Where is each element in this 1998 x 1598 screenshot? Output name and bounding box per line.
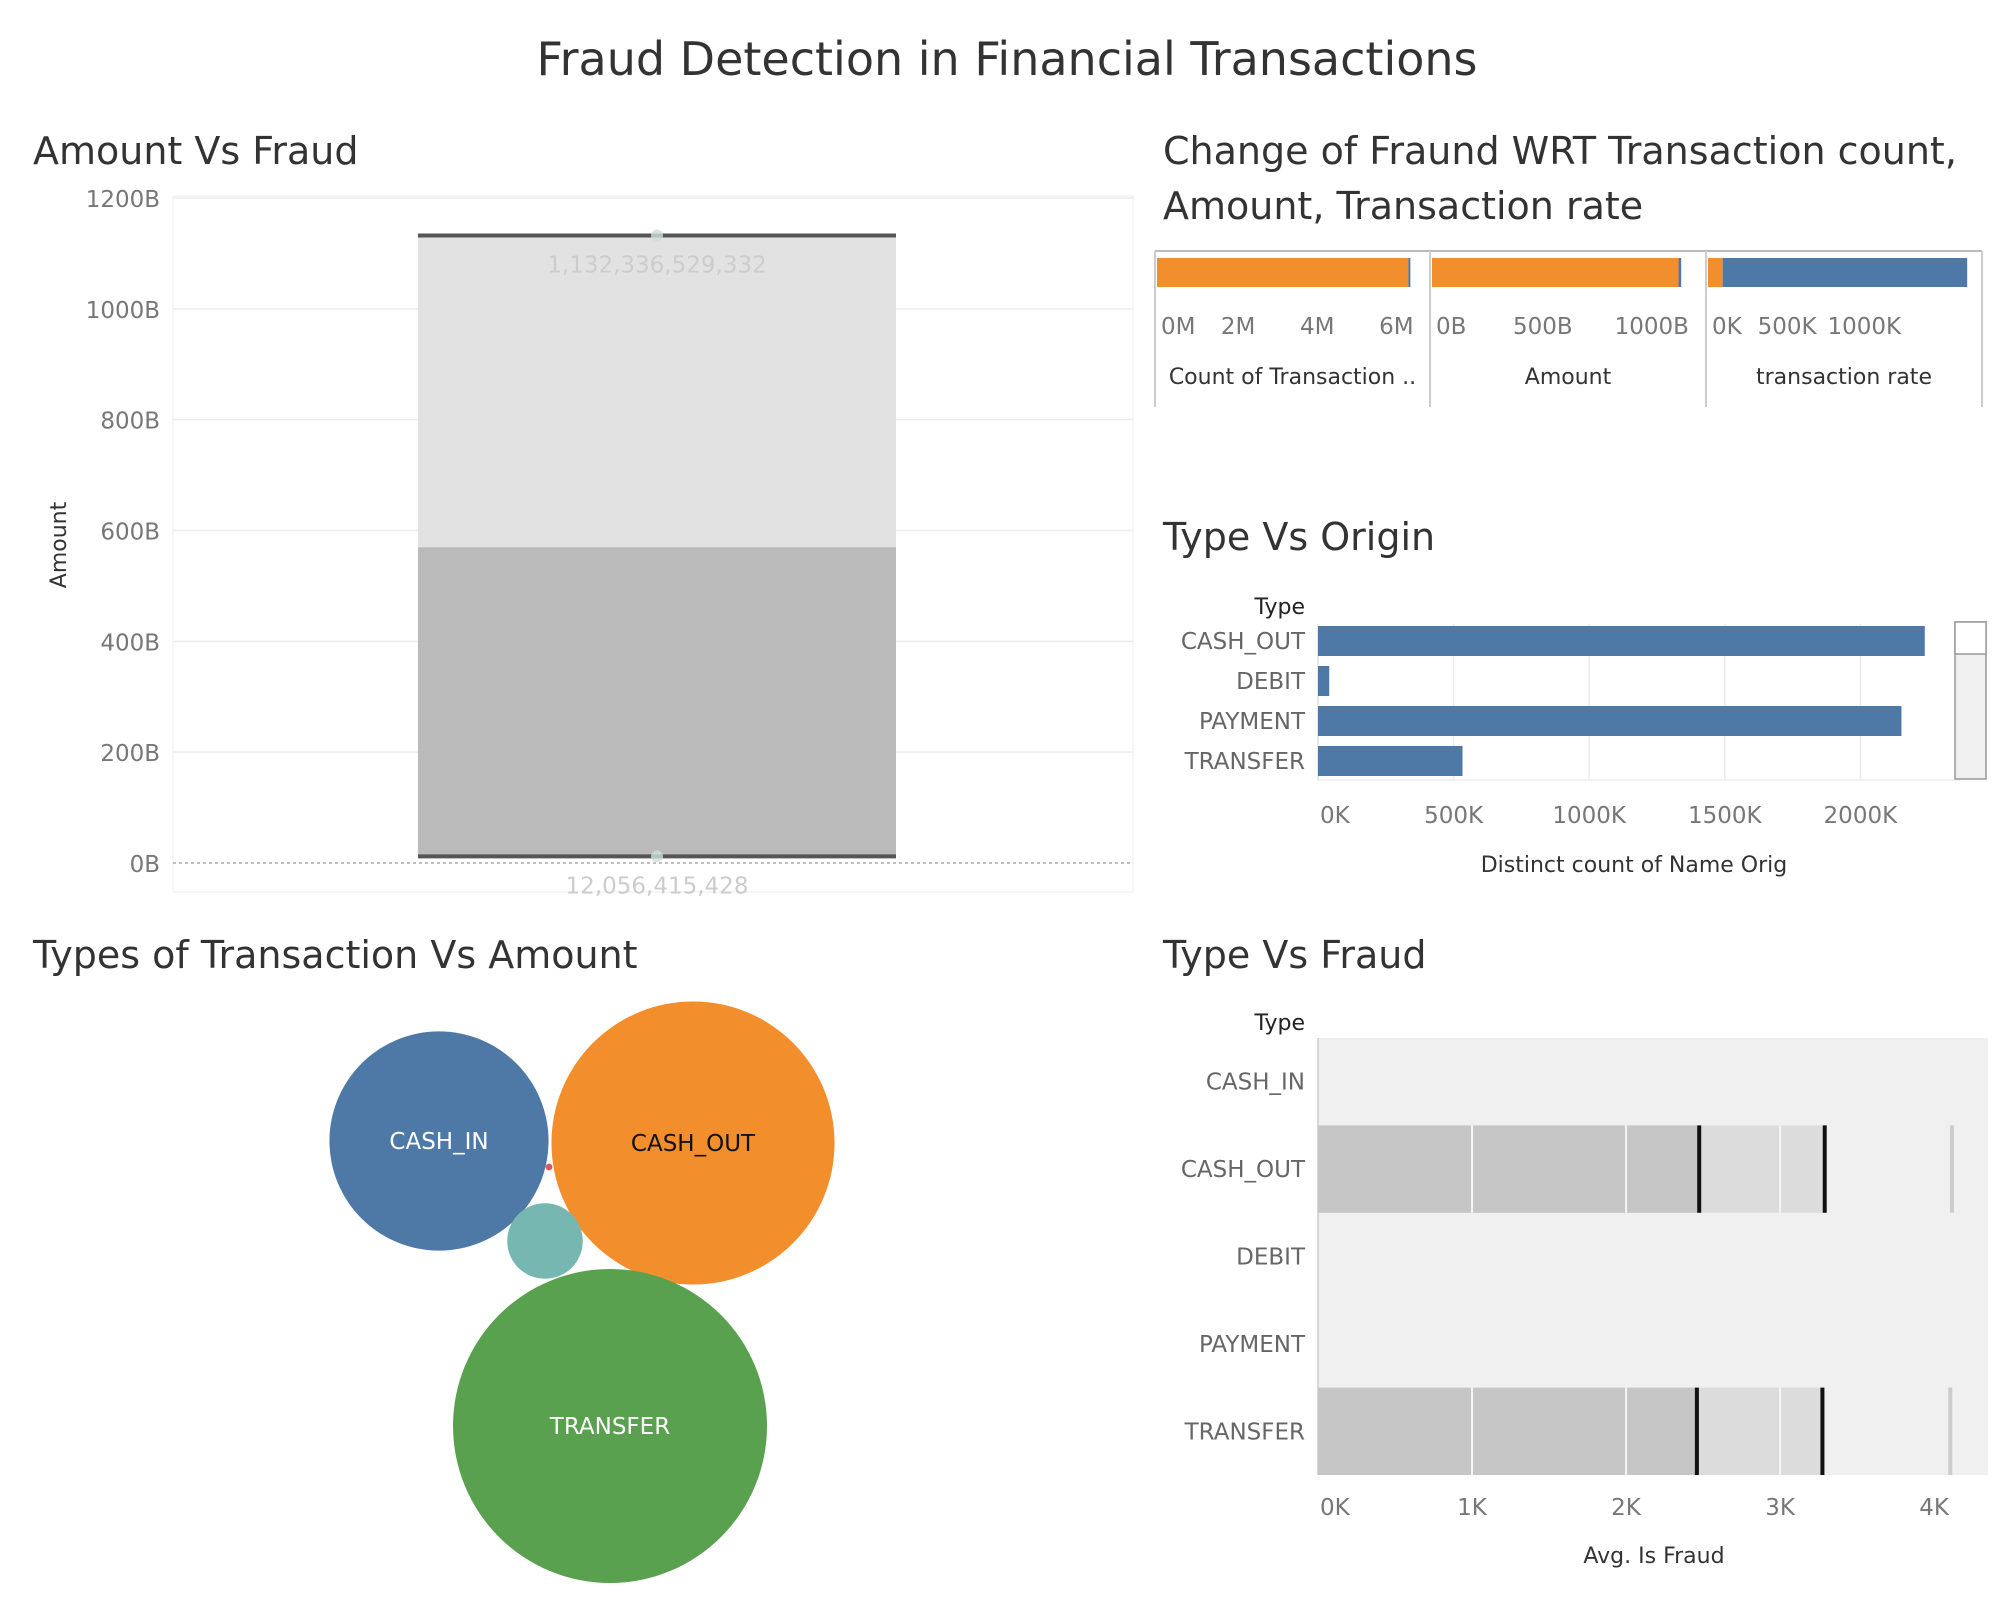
bar: [1318, 626, 1925, 656]
plot-frame: [172, 195, 1134, 893]
x-tick-label: 2K: [1611, 1495, 1642, 1521]
x-tick-label: 500B: [1513, 314, 1573, 340]
y-axis-label: Amount: [47, 501, 72, 588]
y-tick-label: 1000B: [86, 298, 160, 324]
panel-axis-label: Count of Transaction ..: [1169, 365, 1416, 390]
chart-title: Amount Vs Fraud: [33, 129, 359, 173]
x-tick-label: 6M: [1379, 314, 1413, 340]
type-vs-fraud-chart: Type Vs Fraud Type CASH_IN CASH_OUT DEBIT PAY…: [1162, 933, 1988, 1569]
category-label: CASH_IN: [1206, 1070, 1305, 1096]
y-axis-header: Type: [1253, 1011, 1305, 1036]
x-tick-label: 0K: [1320, 1495, 1351, 1521]
category-label: PAYMENT: [1199, 709, 1306, 735]
category-label: TRANSFER: [1184, 1419, 1305, 1445]
x-tick-label: 2M: [1221, 314, 1255, 340]
x-axis-label: Avg. Is Fraud: [1583, 1544, 1724, 1569]
marker-label: 1,132,336,529,332: [547, 252, 766, 278]
y-tick-label: 800B: [100, 409, 160, 435]
bar-band-inner: [1318, 1387, 1697, 1475]
bar-band-outer: [1699, 1125, 1825, 1213]
bubble: [507, 1203, 583, 1279]
x-tick-label: 0B: [1436, 314, 1466, 340]
chart-title-line: Change of Fraund WRT Transaction count,: [1163, 129, 1957, 173]
bar: [1318, 706, 1902, 736]
chart-title: Type Vs Origin: [1162, 515, 1435, 559]
y-tick-label: 200B: [100, 741, 160, 767]
bar-segment: [1678, 258, 1682, 287]
x-tick-label: 3K: [1765, 1495, 1796, 1521]
x-tick-label: 0K: [1712, 314, 1743, 340]
marker-label: 12,056,415,428: [566, 873, 749, 899]
x-tick-label: 2000K: [1824, 803, 1899, 829]
x-tick-label: 500K: [1424, 803, 1484, 829]
x-tick-label: 1000K: [1827, 314, 1902, 340]
data-point: [651, 850, 663, 863]
types-vs-amount-chart: Types of Transaction Vs Amount CASH_IN CAS…: [32, 933, 835, 1583]
bubble-label: TRANSFER: [549, 1414, 670, 1440]
category-label: DEBIT: [1236, 1245, 1306, 1271]
category-label: DEBIT: [1236, 669, 1306, 695]
x-tick-label: 0K: [1320, 803, 1351, 829]
x-tick-label: 4K: [1919, 1495, 1950, 1521]
bar-segment: [418, 235, 896, 548]
bar: [1318, 666, 1330, 696]
x-tick-label: 4M: [1300, 314, 1334, 340]
bubble: [453, 1269, 767, 1583]
scrollbar-thumb: [1954, 621, 1987, 655]
x-tick-label: 1K: [1457, 1495, 1488, 1521]
dashboard-title: Fraud Detection in Financial Transaction…: [536, 32, 1477, 86]
bar-segment: [418, 547, 896, 857]
bar: [1318, 746, 1463, 776]
bar-segment: [1432, 258, 1679, 287]
x-tick-label: 1500K: [1688, 803, 1763, 829]
y-axis-header: Type: [1253, 595, 1305, 620]
y-tick-label: 0B: [130, 852, 160, 878]
chart-title-line: Amount, Transaction rate: [1163, 184, 1643, 228]
category-label: CASH_OUT: [1181, 1157, 1306, 1183]
chart-title: Types of Transaction Vs Amount: [32, 933, 638, 977]
category-label: TRANSFER: [1184, 749, 1305, 775]
bar-band-outer: [1696, 1387, 1823, 1475]
type-vs-origin-chart: Type Vs Origin Type 0K 500K 1000K 1500K 2000K C…: [1162, 515, 1987, 878]
bar-band-inner: [1318, 1125, 1700, 1213]
y-tick-label: 1200B: [86, 187, 160, 213]
y-tick-label: 600B: [100, 520, 160, 546]
bubble-label: CASH_IN: [389, 1129, 488, 1155]
bar-segment: [1408, 258, 1411, 287]
change-of-fraud-chart: Change of Fraund WRT Transaction count, A…: [1154, 129, 1983, 407]
panel-axis-label: Amount: [1525, 365, 1612, 390]
chart-title: Type Vs Fraud: [1162, 933, 1426, 977]
bar-segment: [1722, 258, 1968, 287]
y-tick-label: 400B: [100, 630, 160, 656]
bubble: [545, 1163, 553, 1171]
x-tick-label: 500K: [1758, 314, 1818, 340]
bubble: [551, 1001, 835, 1285]
x-tick-label: 1000B: [1615, 314, 1689, 340]
category-label: CASH_OUT: [1181, 629, 1306, 655]
bubble: [329, 1031, 549, 1251]
x-tick-label: 1000K: [1552, 803, 1627, 829]
bar-segment: [1708, 258, 1723, 287]
bar-segment: [1157, 258, 1409, 287]
category-label: PAYMENT: [1199, 1332, 1306, 1358]
amount-vs-fraud-chart: Amount Vs Fraud 0B 200B 400B 600B 800B 1000B 12…: [33, 129, 1134, 899]
bubble-label: CASH_OUT: [631, 1131, 756, 1157]
data-point: [651, 229, 663, 242]
panel-axis-label: transaction rate: [1756, 365, 1932, 390]
x-tick-label: 0M: [1161, 314, 1195, 340]
x-axis-label: Distinct count of Name Orig: [1481, 853, 1788, 878]
